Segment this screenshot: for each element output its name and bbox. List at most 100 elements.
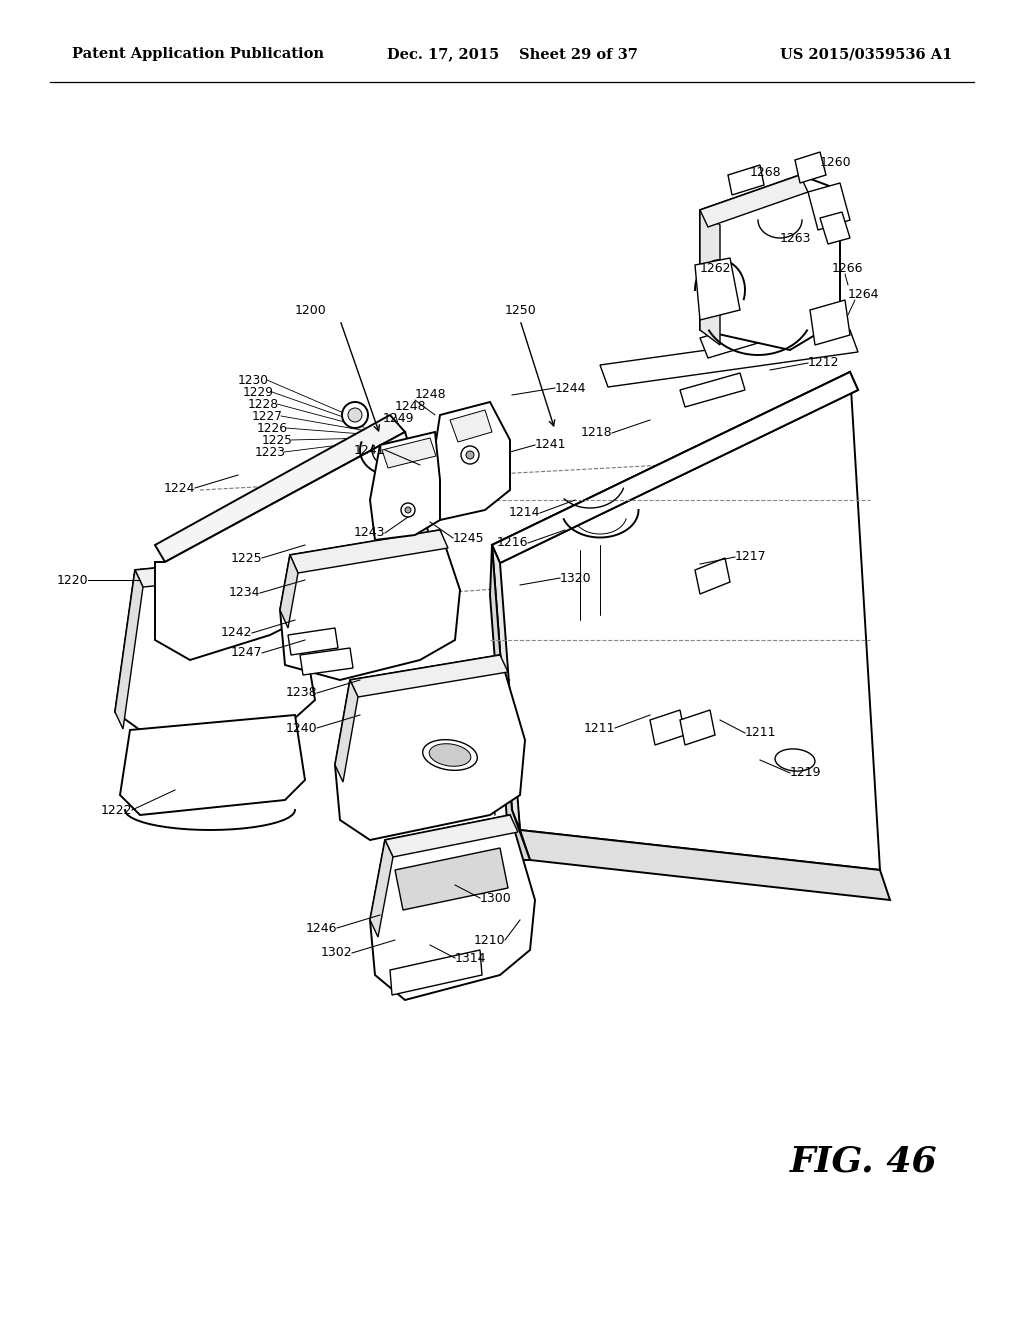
Text: 1217: 1217 [735, 550, 767, 564]
Text: 1244: 1244 [555, 381, 587, 395]
Polygon shape [115, 570, 143, 729]
Text: 1260: 1260 [820, 156, 852, 169]
Text: 1219: 1219 [790, 767, 821, 780]
Polygon shape [300, 648, 353, 675]
Text: 1248: 1248 [395, 400, 427, 412]
Polygon shape [808, 183, 850, 230]
Polygon shape [280, 531, 460, 680]
Text: FIG. 46: FIG. 46 [790, 1144, 938, 1179]
Text: 1302: 1302 [321, 946, 352, 960]
Text: 1210: 1210 [473, 933, 505, 946]
Polygon shape [155, 414, 406, 562]
Ellipse shape [423, 739, 477, 771]
Polygon shape [820, 213, 850, 244]
Text: 1266: 1266 [831, 261, 863, 275]
Polygon shape [650, 710, 685, 744]
Text: 1241: 1241 [535, 438, 566, 451]
Polygon shape [700, 176, 840, 350]
Text: 1248: 1248 [415, 388, 446, 400]
Polygon shape [492, 545, 520, 830]
Polygon shape [390, 950, 482, 995]
Polygon shape [395, 847, 508, 909]
Circle shape [342, 403, 368, 428]
Text: 1216: 1216 [497, 536, 528, 549]
Polygon shape [350, 655, 508, 697]
Polygon shape [280, 554, 298, 628]
Text: 1241: 1241 [353, 444, 385, 457]
Polygon shape [680, 374, 745, 407]
Text: 1227: 1227 [252, 409, 283, 422]
Text: 1314: 1314 [455, 952, 486, 965]
Circle shape [406, 507, 411, 513]
Text: 1229: 1229 [243, 385, 274, 399]
Polygon shape [695, 257, 740, 319]
Polygon shape [490, 545, 530, 861]
Polygon shape [795, 152, 826, 183]
Circle shape [348, 408, 362, 422]
Text: 1243: 1243 [353, 527, 385, 540]
Polygon shape [382, 438, 436, 469]
Ellipse shape [775, 748, 815, 771]
Polygon shape [370, 814, 535, 1001]
Polygon shape [135, 554, 298, 587]
Polygon shape [492, 372, 858, 564]
Polygon shape [290, 531, 449, 573]
Text: 1230: 1230 [238, 374, 269, 387]
Circle shape [466, 451, 474, 459]
Polygon shape [430, 403, 510, 520]
Text: 1245: 1245 [453, 532, 484, 544]
Polygon shape [810, 300, 850, 345]
Polygon shape [700, 210, 720, 345]
Text: 1242: 1242 [220, 627, 252, 639]
Text: 1224: 1224 [164, 482, 195, 495]
Circle shape [401, 503, 415, 517]
Polygon shape [728, 165, 764, 195]
Polygon shape [385, 814, 518, 857]
Polygon shape [492, 372, 880, 870]
Polygon shape [120, 715, 305, 814]
Text: 1223: 1223 [255, 446, 286, 458]
Circle shape [176, 616, 194, 634]
Text: 1268: 1268 [750, 165, 781, 178]
Text: 1226: 1226 [257, 421, 288, 434]
Polygon shape [370, 840, 393, 937]
Text: 1246: 1246 [305, 921, 337, 935]
Polygon shape [695, 558, 730, 594]
Text: 1225: 1225 [262, 433, 293, 446]
Text: 1234: 1234 [228, 586, 260, 599]
Polygon shape [680, 710, 715, 744]
Polygon shape [700, 319, 768, 358]
Text: 1212: 1212 [808, 356, 840, 370]
Polygon shape [600, 330, 858, 387]
Polygon shape [370, 432, 440, 540]
Text: 1300: 1300 [480, 891, 512, 904]
Text: US 2015/0359536 A1: US 2015/0359536 A1 [779, 48, 952, 61]
Text: 1222: 1222 [100, 804, 132, 817]
Polygon shape [115, 554, 315, 730]
Polygon shape [335, 655, 525, 840]
Circle shape [461, 446, 479, 465]
Text: 1250: 1250 [505, 304, 537, 317]
Text: 1264: 1264 [848, 289, 880, 301]
Polygon shape [155, 432, 430, 660]
Text: 1262: 1262 [700, 261, 731, 275]
Ellipse shape [429, 743, 471, 767]
Text: Dec. 17, 2015  Sheet 29 of 37: Dec. 17, 2015 Sheet 29 of 37 [387, 48, 637, 61]
Polygon shape [700, 176, 808, 227]
Polygon shape [520, 830, 890, 900]
Polygon shape [335, 680, 358, 781]
Text: 1211: 1211 [584, 722, 615, 734]
Text: 1240: 1240 [286, 722, 317, 734]
Text: 1211: 1211 [745, 726, 776, 739]
Text: 1220: 1220 [56, 573, 88, 586]
Polygon shape [288, 628, 338, 655]
Polygon shape [450, 411, 492, 442]
Text: 1263: 1263 [780, 231, 811, 244]
Text: 1247: 1247 [230, 647, 262, 660]
Text: 1218: 1218 [581, 426, 612, 440]
Text: 1320: 1320 [560, 572, 592, 585]
Text: 1228: 1228 [248, 397, 279, 411]
Text: 1249: 1249 [383, 412, 415, 425]
Text: Patent Application Publication: Patent Application Publication [72, 48, 324, 61]
Text: 1200: 1200 [295, 304, 327, 317]
